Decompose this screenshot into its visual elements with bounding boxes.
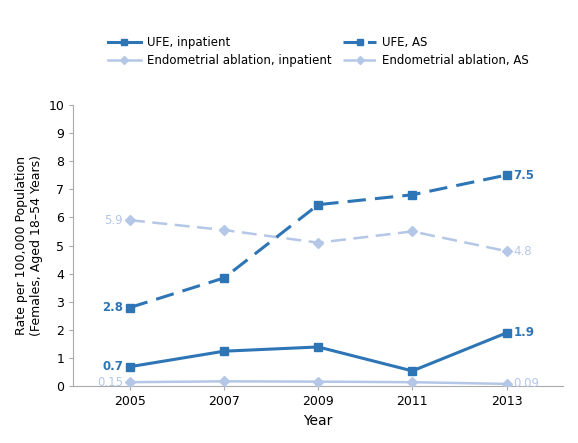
Y-axis label: Rate per 100,000 Population
(Females, Aged 18–54 Years): Rate per 100,000 Population (Females, Ag… bbox=[15, 155, 43, 336]
Text: 7.5: 7.5 bbox=[514, 168, 535, 182]
X-axis label: Year: Year bbox=[303, 414, 333, 428]
Text: 0.09: 0.09 bbox=[514, 377, 540, 390]
Legend: UFE, inpatient, Endometrial ablation, inpatient, UFE, AS, Endometrial ablation, : UFE, inpatient, Endometrial ablation, in… bbox=[103, 31, 533, 72]
Text: 2.8: 2.8 bbox=[102, 301, 123, 314]
Text: 1.9: 1.9 bbox=[514, 326, 535, 339]
Text: 0.7: 0.7 bbox=[102, 360, 123, 373]
Text: 5.9: 5.9 bbox=[104, 214, 123, 227]
Text: 4.8: 4.8 bbox=[514, 245, 532, 258]
Text: 0.15: 0.15 bbox=[97, 376, 123, 389]
